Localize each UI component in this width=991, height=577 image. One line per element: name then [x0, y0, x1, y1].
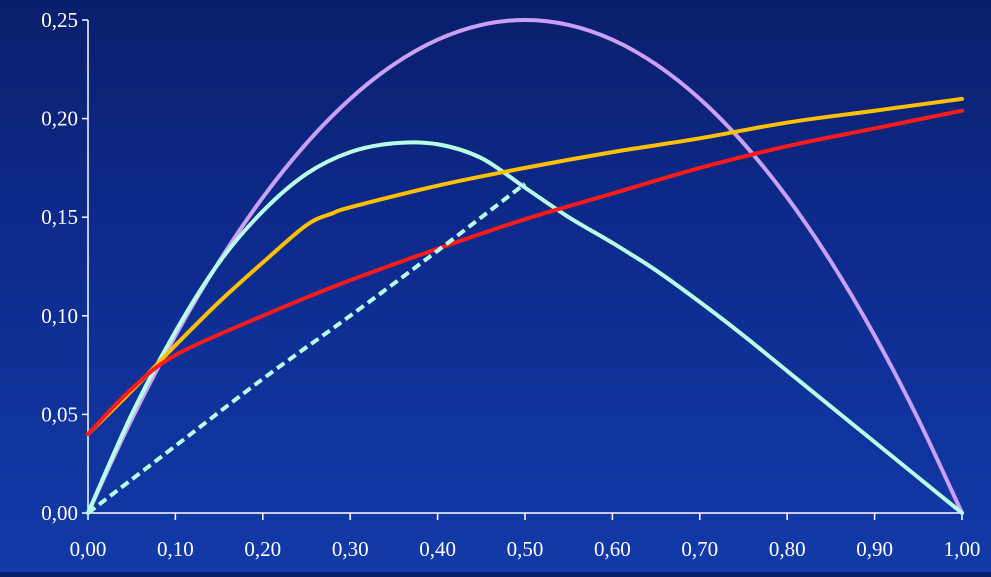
- y-tick-label: 0,15: [41, 205, 78, 229]
- x-tick-label: 0,40: [419, 537, 456, 561]
- series-group: [86, 18, 964, 515]
- y-tick-label: 0,25: [41, 8, 78, 32]
- x-tick-label: 0,70: [681, 537, 718, 561]
- x-tick-label: 1,00: [944, 537, 981, 561]
- tick-labels: 0,00 0,05 0,10 0,15 0,20 0,25 0,00 0,10 0,20 0,30…: [41, 8, 980, 561]
- series-line-2: [86, 140, 964, 515]
- axes: [82, 19, 963, 520]
- series-line-1: [86, 18, 964, 515]
- x-tick-label: 0,90: [856, 537, 893, 561]
- series-line-3: [86, 96, 964, 437]
- x-tick-label: 0,30: [332, 537, 369, 561]
- x-tick-label: 0,50: [507, 537, 544, 561]
- x-tick-label: 0,80: [769, 537, 806, 561]
- series-line-5: [86, 182, 527, 515]
- y-tick-label: 0,20: [41, 107, 78, 131]
- y-tick-label: 0,10: [41, 304, 78, 328]
- x-tick-label: 0,00: [70, 537, 107, 561]
- series-line-4: [86, 108, 964, 437]
- y-tick-label: 0,00: [41, 501, 78, 525]
- x-tick-label: 0,60: [594, 537, 631, 561]
- x-tick-label: 0,20: [244, 537, 281, 561]
- y-tick-label: 0,05: [41, 402, 78, 426]
- x-tick-label: 0,10: [157, 537, 194, 561]
